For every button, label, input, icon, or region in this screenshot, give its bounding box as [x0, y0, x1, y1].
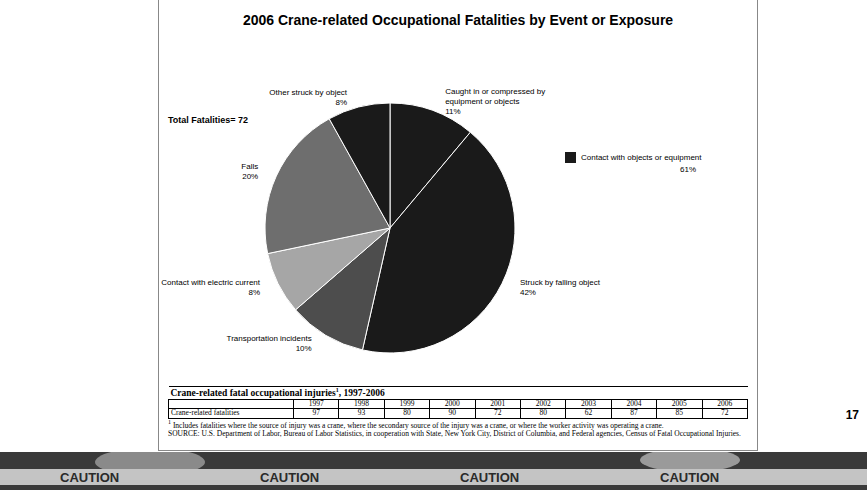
- html-text:97: 97: [312, 408, 320, 418]
- svg-text:Struck by falling object: Struck by falling object: [520, 278, 601, 287]
- html-text:93: 93: [357, 408, 366, 418]
- html-text:2003: 2003: [581, 398, 596, 408]
- svg-text:Contact with electric current: Contact with electric current: [161, 278, 260, 287]
- svg-text:CAUTION: CAUTION: [60, 470, 119, 485]
- svg-text:8%: 8%: [248, 288, 260, 297]
- svg-text:10%: 10%: [296, 344, 312, 353]
- html-text:72: 72: [721, 408, 729, 418]
- svg-text:Transportation incidents: Transportation incidents: [227, 334, 312, 343]
- html-text:80: 80: [539, 408, 547, 418]
- svg-text:CAUTION: CAUTION: [260, 470, 319, 485]
- html-text:1997: 1997: [308, 398, 324, 408]
- html-text:17: 17: [845, 408, 859, 422]
- html-text:2001: 2001: [490, 398, 506, 408]
- svg-text:Total Fatalities= 72: Total Fatalities= 72: [168, 115, 248, 125]
- svg-text:8%: 8%: [336, 98, 348, 107]
- svg-text:equipment or objects: equipment or objects: [445, 97, 519, 106]
- html-text:1998: 1998: [354, 398, 370, 408]
- html-text:85: 85: [675, 408, 684, 418]
- svg-text:20%: 20%: [242, 172, 258, 181]
- svg-text:61%: 61%: [680, 165, 696, 174]
- html-text:Crane-related fatal occupation: Crane-related fatal occupational injurie…: [170, 387, 385, 399]
- svg-text:CAUTION: CAUTION: [460, 470, 519, 485]
- html-text:62: 62: [584, 408, 593, 418]
- svg-text:42%: 42%: [520, 288, 536, 297]
- svg-text:2006 Crane-related Occupationa: 2006 Crane-related Occupational Fataliti…: [243, 12, 673, 28]
- html-text:1Includes fatalities where the: 1Includes fatalities where the source of…: [168, 418, 664, 430]
- html-text:SOURCE: U.S. Department of Lab: SOURCE: U.S. Department of Labor, Bureau…: [168, 428, 741, 438]
- html-text:2000: 2000: [444, 398, 460, 408]
- svg-text:CAUTION: CAUTION: [660, 470, 719, 485]
- svg-text:11%: 11%: [445, 107, 460, 116]
- html-text:Crane-related fatalities: Crane-related fatalities: [171, 408, 240, 418]
- html-text:80: 80: [403, 408, 411, 418]
- html-text:2004: 2004: [626, 398, 642, 408]
- html-text:2005: 2005: [671, 398, 687, 408]
- html-text:90: 90: [448, 408, 457, 418]
- svg-text:Contact with objects or equipm: Contact with objects or equipment: [581, 153, 702, 162]
- html-text:2006: 2006: [717, 398, 733, 408]
- svg-text:Falls: Falls: [241, 162, 258, 171]
- html-text:72: 72: [494, 408, 502, 418]
- svg-text:Caught in or compressed by: Caught in or compressed by: [445, 87, 547, 96]
- html-text:1999: 1999: [399, 398, 415, 408]
- html-text:87: 87: [630, 408, 638, 418]
- html-text:2002: 2002: [535, 398, 551, 408]
- svg-text:Other struck by object: Other struck by object: [269, 88, 348, 97]
